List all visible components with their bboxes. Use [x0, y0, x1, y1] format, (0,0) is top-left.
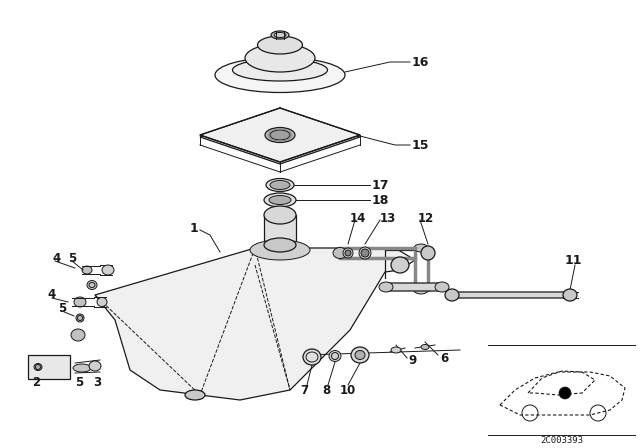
Ellipse shape	[74, 297, 86, 307]
Ellipse shape	[379, 282, 393, 292]
Text: 1: 1	[190, 221, 199, 234]
Ellipse shape	[102, 265, 114, 275]
Text: 11: 11	[565, 254, 582, 267]
Text: 16: 16	[412, 56, 429, 69]
Ellipse shape	[264, 193, 296, 207]
Ellipse shape	[264, 206, 296, 224]
Ellipse shape	[303, 349, 321, 365]
Ellipse shape	[563, 289, 577, 301]
Text: 9: 9	[408, 353, 416, 366]
Ellipse shape	[391, 257, 409, 273]
Polygon shape	[95, 248, 415, 400]
Ellipse shape	[34, 363, 42, 370]
Text: 8: 8	[322, 383, 330, 396]
Ellipse shape	[82, 266, 92, 274]
Ellipse shape	[76, 314, 84, 322]
Text: 5: 5	[75, 376, 83, 389]
Ellipse shape	[445, 289, 459, 301]
Text: 5: 5	[58, 302, 67, 314]
Ellipse shape	[266, 178, 294, 191]
Text: 2: 2	[32, 376, 40, 389]
Text: 15: 15	[412, 138, 429, 151]
Polygon shape	[385, 283, 442, 291]
Ellipse shape	[270, 181, 290, 190]
Text: 13: 13	[380, 211, 396, 224]
Ellipse shape	[270, 130, 290, 140]
Text: 12: 12	[418, 211, 435, 224]
Text: 10: 10	[340, 383, 356, 396]
Ellipse shape	[264, 238, 296, 252]
Polygon shape	[200, 108, 360, 162]
Ellipse shape	[351, 347, 369, 363]
Circle shape	[361, 249, 369, 257]
Text: 2C003393: 2C003393	[541, 435, 584, 444]
Ellipse shape	[257, 36, 303, 54]
Text: 14: 14	[350, 211, 366, 224]
Ellipse shape	[421, 345, 429, 349]
Circle shape	[345, 250, 351, 256]
Ellipse shape	[71, 329, 85, 341]
Text: 17: 17	[372, 178, 390, 191]
Ellipse shape	[435, 282, 449, 292]
Ellipse shape	[265, 128, 295, 142]
Text: 18: 18	[372, 194, 389, 207]
Ellipse shape	[185, 390, 205, 400]
Ellipse shape	[232, 59, 328, 81]
Text: 4: 4	[52, 251, 60, 264]
Ellipse shape	[414, 244, 428, 252]
Ellipse shape	[215, 57, 345, 92]
Ellipse shape	[329, 350, 341, 362]
Ellipse shape	[87, 280, 97, 289]
Text: 5: 5	[68, 251, 76, 264]
Ellipse shape	[271, 31, 289, 39]
Circle shape	[559, 387, 571, 399]
Ellipse shape	[269, 195, 291, 204]
Text: 6: 6	[440, 352, 448, 365]
Ellipse shape	[421, 246, 435, 260]
Ellipse shape	[97, 297, 107, 306]
Text: 7: 7	[300, 383, 308, 396]
Bar	[28, 355, 70, 379]
Ellipse shape	[245, 44, 315, 72]
Polygon shape	[264, 215, 296, 245]
Ellipse shape	[89, 361, 101, 371]
Ellipse shape	[73, 364, 91, 372]
Ellipse shape	[355, 350, 365, 359]
Polygon shape	[450, 292, 572, 298]
Ellipse shape	[343, 248, 353, 258]
Ellipse shape	[333, 247, 347, 258]
Ellipse shape	[250, 240, 310, 260]
Text: 3: 3	[93, 376, 101, 389]
Ellipse shape	[414, 286, 428, 294]
Ellipse shape	[391, 347, 401, 353]
Ellipse shape	[359, 247, 371, 259]
Polygon shape	[200, 110, 360, 164]
Text: 4: 4	[47, 289, 55, 302]
